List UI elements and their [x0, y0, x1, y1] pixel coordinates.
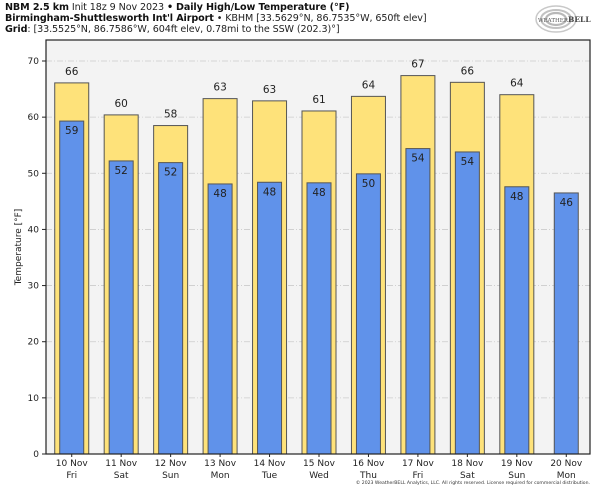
y-tick-label: 60: [28, 113, 40, 123]
init-time: Init 18z 9 Nov 2023: [71, 2, 165, 13]
x-axis: 10 Nov Fri 11 Nov Sat 12 Nov Sun 13 Nov Mon 14 N…: [56, 454, 583, 481]
bars: [54, 75, 579, 455]
plot-frame: [45, 39, 591, 455]
station-line: Birmingham-Shuttlesworth Int'l Airport •…: [5, 13, 427, 24]
x-tick-label-day: Tue: [261, 471, 278, 481]
swirl-icon: [535, 5, 577, 33]
copyright-notice: © 2023 WeatherBELL Analytics, LLC. All r…: [355, 481, 590, 486]
low-bar: [355, 173, 381, 455]
low-bar: [59, 120, 85, 455]
separator: •: [166, 2, 174, 13]
low-bar: [257, 181, 283, 455]
low-label: 46: [560, 197, 574, 209]
high-label: 64: [362, 79, 376, 91]
high-label: 61: [312, 94, 325, 106]
station-info: KBHM [33.5629°N, 86.7535°W, 650ft elev]: [225, 13, 427, 24]
y-tick-label: 20: [28, 338, 40, 348]
logo-text-bell: BELL: [568, 15, 591, 24]
x-tick-label-day: Sun: [162, 471, 179, 481]
low-label: 52: [164, 167, 177, 179]
low-bar: [405, 148, 431, 455]
high-label: 66: [65, 66, 79, 78]
x-tick-label-date: 10 Nov: [56, 459, 89, 469]
high-label: 63: [263, 84, 276, 96]
y-tick-label: 50: [28, 169, 40, 179]
high-label: 58: [164, 109, 177, 121]
low-bar: [158, 162, 184, 455]
low-label: 52: [114, 165, 127, 177]
high-label: 63: [213, 82, 226, 94]
logo-text-weather: WEATHER: [538, 18, 569, 24]
y-tick-label: 30: [28, 282, 40, 292]
y-axis-title: Temperature [°F]: [14, 209, 24, 287]
x-tick-label-day: Sat: [114, 471, 129, 481]
x-tick-label-date: 11 Nov: [105, 459, 138, 469]
low-label: 54: [411, 153, 425, 165]
y-tick-label: 0: [33, 450, 39, 460]
x-tick-label-date: 19 Nov: [501, 459, 534, 469]
high-label: 67: [411, 59, 424, 71]
y-tick-label: 70: [28, 57, 40, 67]
low-label: 48: [510, 191, 523, 203]
data-labels: 66 59 60 52 58 52 63 48 63 48 61 48 64 50 67 54 66 54 64 48…: [65, 59, 573, 209]
low-label: 48: [213, 188, 226, 200]
x-tick-label-day: Fri: [66, 471, 77, 481]
y-tick-label: 40: [28, 225, 40, 235]
y-tick-label: 10: [28, 394, 40, 404]
grid-line: Grid: [33.5525°N, 86.7586°W, 604ft elev,…: [5, 24, 340, 35]
low-bar: [553, 192, 579, 455]
x-tick-label-day: Fri: [413, 471, 424, 481]
grid-label: Grid: [5, 24, 28, 35]
x-tick-label-day: Sat: [460, 471, 475, 481]
low-bar: [306, 182, 332, 455]
low-label: 48: [263, 186, 276, 198]
high-label: 64: [510, 78, 524, 90]
x-tick-label-date: 20 Nov: [550, 459, 583, 469]
x-tick-label-date: 16 Nov: [353, 459, 386, 469]
x-tick-label-date: 13 Nov: [204, 459, 237, 469]
low-label: 54: [461, 156, 475, 168]
separator: •: [216, 13, 223, 24]
y-axis: 0 10 20 30 40 50 60 70: [28, 57, 46, 460]
low-bar: [108, 160, 134, 455]
high-label: 60: [114, 98, 127, 110]
x-tick-label-date: 15 Nov: [303, 459, 336, 469]
chart-title-line: NBM 2.5 km Init 18z 9 Nov 2023 • Daily H…: [5, 2, 349, 13]
x-tick-label-day: Mon: [557, 471, 576, 481]
low-bar: [454, 151, 480, 455]
grid-info: : [33.5525°N, 86.7586°W, 604ft elev, 0.7…: [27, 24, 340, 35]
x-tick-label-date: 12 Nov: [155, 459, 188, 469]
x-tick-label-date: 17 Nov: [402, 459, 435, 469]
weatherbell-logo: WEATHER BELL: [535, 5, 591, 33]
high-label: 66: [461, 65, 475, 77]
x-tick-label-day: Wed: [309, 471, 329, 481]
low-bar: [504, 186, 530, 455]
low-bar: [207, 183, 233, 455]
model-name: NBM 2.5 km: [5, 2, 69, 13]
x-tick-label-day: Sun: [508, 471, 525, 481]
x-tick-label-day: Mon: [211, 471, 230, 481]
x-tick-label-date: 14 Nov: [254, 459, 287, 469]
station-name: Birmingham-Shuttlesworth Int'l Airport: [5, 13, 214, 24]
x-tick-label-date: 18 Nov: [451, 459, 484, 469]
low-label: 48: [312, 187, 325, 199]
x-tick-label-day: Thu: [359, 471, 377, 481]
product-name: Daily High/Low Temperature (°F): [175, 2, 350, 13]
low-label: 59: [65, 125, 78, 137]
low-label: 50: [362, 178, 375, 190]
